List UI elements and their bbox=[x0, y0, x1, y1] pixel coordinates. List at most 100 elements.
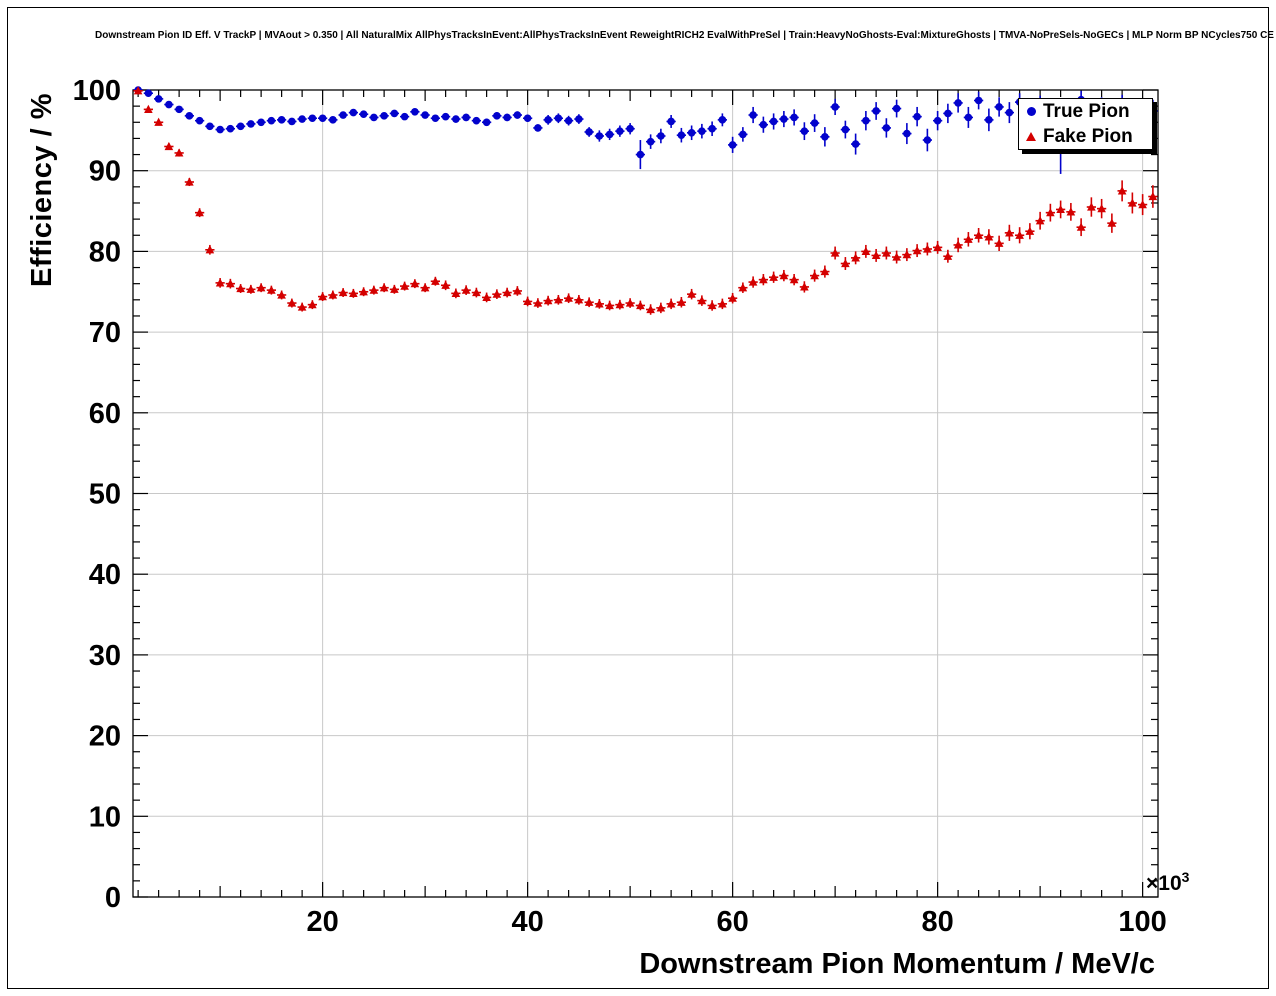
data-point-true-pion bbox=[206, 122, 214, 131]
data-point-fake-pion bbox=[646, 304, 655, 314]
data-point-fake-pion bbox=[923, 244, 932, 253]
data-point-true-pion bbox=[790, 113, 798, 122]
data-point-true-pion bbox=[739, 130, 747, 139]
data-point-fake-pion bbox=[728, 293, 737, 302]
data-point-true-pion bbox=[595, 132, 604, 140]
data-point-fake-pion bbox=[851, 253, 860, 262]
data-point-true-pion bbox=[831, 103, 839, 111]
data-point-fake-pion bbox=[379, 283, 389, 292]
data-point-fake-pion bbox=[164, 141, 174, 151]
legend-label-fake-pion: Fake Pion bbox=[1043, 126, 1133, 147]
data-point-true-pion bbox=[882, 124, 891, 132]
data-point-fake-pion bbox=[1087, 202, 1096, 211]
data-point-fake-pion bbox=[953, 240, 963, 249]
true-pion-marker-icon bbox=[1019, 107, 1043, 116]
data-point-true-pion bbox=[564, 116, 573, 125]
data-point-true-pion bbox=[236, 122, 245, 131]
data-point-true-pion bbox=[810, 119, 819, 127]
data-point-true-pion bbox=[452, 115, 460, 123]
y-tick-label: 100 bbox=[73, 75, 121, 107]
series-fake-pion bbox=[133, 86, 1158, 315]
data-point-fake-pion bbox=[605, 300, 614, 310]
data-point-fake-pion bbox=[390, 284, 399, 293]
data-point-true-pion bbox=[646, 137, 655, 146]
legend: True Pion Fake Pion bbox=[1018, 98, 1153, 150]
x-axis-multiplier-exponent: 3 bbox=[1181, 869, 1190, 885]
data-point-fake-pion bbox=[943, 251, 953, 260]
data-point-true-pion bbox=[175, 105, 183, 114]
data-point-true-pion bbox=[841, 125, 850, 134]
x-tick-label: 80 bbox=[921, 906, 953, 938]
data-point-fake-pion bbox=[554, 295, 563, 304]
data-point-fake-pion bbox=[287, 298, 297, 307]
data-point-true-pion bbox=[349, 108, 358, 117]
data-point-fake-pion bbox=[912, 245, 922, 255]
y-tick-label: 80 bbox=[89, 236, 121, 268]
data-point-fake-pion bbox=[1107, 218, 1117, 227]
data-point-true-pion bbox=[933, 116, 942, 125]
data-point-true-pion bbox=[277, 116, 286, 124]
data-point-true-pion bbox=[995, 103, 1003, 111]
x-axis-tick-labels: 20 40 60 80 100 bbox=[306, 906, 1166, 938]
data-point-fake-pion bbox=[226, 279, 235, 288]
data-point-fake-pion bbox=[933, 242, 942, 251]
data-point-fake-pion bbox=[400, 281, 409, 290]
data-point-true-pion bbox=[944, 109, 952, 118]
data-point-fake-pion bbox=[236, 283, 245, 293]
data-point-true-pion bbox=[554, 114, 563, 123]
data-point-true-pion bbox=[472, 116, 481, 125]
y-tick-label: 50 bbox=[89, 479, 121, 511]
data-point-fake-pion bbox=[154, 117, 163, 126]
data-point-true-pion bbox=[370, 113, 378, 122]
data-point-true-pion bbox=[503, 113, 511, 122]
data-point-true-pion bbox=[441, 112, 450, 121]
data-point-fake-pion bbox=[1128, 198, 1137, 207]
data-point-fake-pion bbox=[482, 292, 491, 301]
data-point-true-pion bbox=[226, 124, 235, 133]
data-point-true-pion bbox=[195, 116, 204, 125]
data-point-fake-pion bbox=[1025, 226, 1035, 235]
data-point-fake-pion bbox=[492, 289, 502, 298]
data-point-true-pion bbox=[985, 116, 993, 124]
data-point-true-pion bbox=[728, 141, 737, 149]
data-point-fake-pion bbox=[174, 148, 184, 157]
data-point-true-pion bbox=[964, 113, 973, 122]
data-point-fake-pion bbox=[1076, 222, 1086, 231]
data-point-fake-pion bbox=[1117, 186, 1127, 195]
data-point-fake-pion bbox=[144, 104, 153, 113]
data-point-fake-pion bbox=[584, 297, 594, 306]
x-axis-multiplier: ×103 bbox=[1146, 869, 1189, 896]
data-point-fake-pion bbox=[369, 285, 379, 294]
data-point-fake-pion bbox=[769, 272, 778, 281]
data-point-fake-pion bbox=[338, 287, 348, 297]
data-point-true-pion bbox=[144, 89, 153, 98]
data-point-true-pion bbox=[585, 128, 593, 136]
legend-label-true-pion: True Pion bbox=[1043, 101, 1130, 122]
data-point-true-pion bbox=[769, 117, 778, 126]
data-point-true-pion bbox=[380, 112, 388, 120]
data-point-fake-pion bbox=[666, 299, 676, 308]
y-tick-label: 70 bbox=[89, 317, 121, 349]
data-point-fake-pion bbox=[830, 248, 840, 257]
data-point-true-pion bbox=[605, 130, 614, 139]
data-point-true-pion bbox=[821, 133, 829, 141]
data-point-true-pion bbox=[851, 140, 860, 148]
data-point-fake-pion bbox=[984, 232, 994, 241]
data-point-true-pion bbox=[318, 114, 327, 123]
data-point-fake-pion bbox=[759, 275, 768, 284]
data-point-true-pion bbox=[359, 110, 368, 119]
data-point-fake-pion bbox=[974, 230, 983, 239]
data-point-true-pion bbox=[216, 125, 224, 134]
data-point-true-pion bbox=[339, 111, 347, 119]
y-tick-label: 10 bbox=[89, 801, 121, 833]
data-point-fake-pion bbox=[789, 275, 799, 284]
y-tick-label: 30 bbox=[89, 640, 121, 672]
plot-title: Downstream Pion ID Eff. V TrackP | MVAou… bbox=[95, 30, 1276, 41]
data-point-true-pion bbox=[267, 116, 276, 125]
data-point-fake-pion bbox=[697, 296, 707, 305]
y-tick-label: 60 bbox=[89, 398, 121, 430]
data-point-fake-pion bbox=[461, 285, 471, 294]
data-point-true-pion bbox=[913, 112, 921, 121]
data-point-fake-pion bbox=[964, 234, 973, 243]
